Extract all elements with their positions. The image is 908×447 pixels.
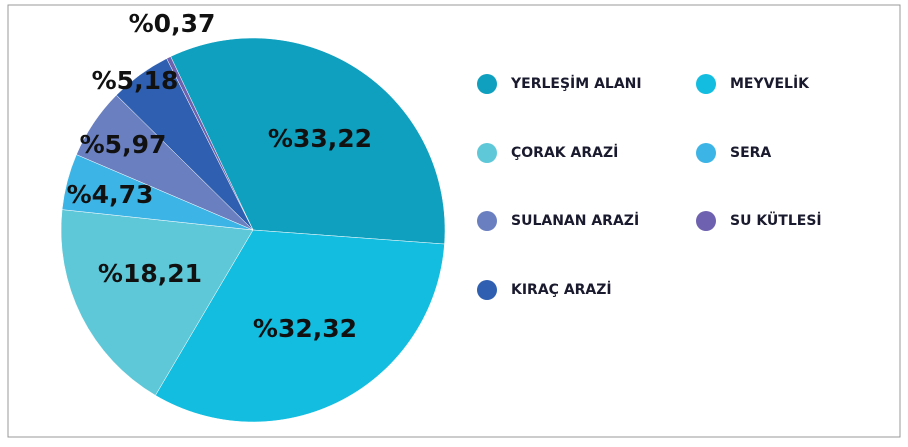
pie-slice xyxy=(155,229,445,423)
value-label: %4,73 xyxy=(67,180,154,209)
value-label: %5,97 xyxy=(80,130,167,159)
pie-slice xyxy=(170,37,446,245)
pie-slice xyxy=(60,209,254,396)
legend-marker xyxy=(696,211,716,231)
legend-label: SU KÜTLESİ xyxy=(730,211,822,229)
legend-label: SULANAN ARAZİ xyxy=(511,212,639,229)
legend-marker xyxy=(696,74,716,94)
value-label: %33,22 xyxy=(268,124,372,153)
legend-marker xyxy=(477,211,497,231)
legend-marker xyxy=(477,74,497,94)
value-label: %0,37 xyxy=(129,9,216,38)
legend-marker xyxy=(477,143,497,163)
value-label: %5,18 xyxy=(92,66,179,95)
value-label: %32,32 xyxy=(253,314,357,343)
legend-label: MEYVELİK xyxy=(730,75,810,92)
pie-slice xyxy=(166,56,254,231)
legend-label: KIRAÇ ARAZİ xyxy=(511,281,612,298)
value-label: %18,21 xyxy=(98,259,202,288)
legend-label: ÇORAK ARAZİ xyxy=(511,144,618,161)
legend-marker xyxy=(696,143,716,163)
legend-label: SERA xyxy=(730,145,771,161)
legend-marker xyxy=(477,280,497,300)
legend-label: YERLEŞİM ALANI xyxy=(510,75,642,92)
